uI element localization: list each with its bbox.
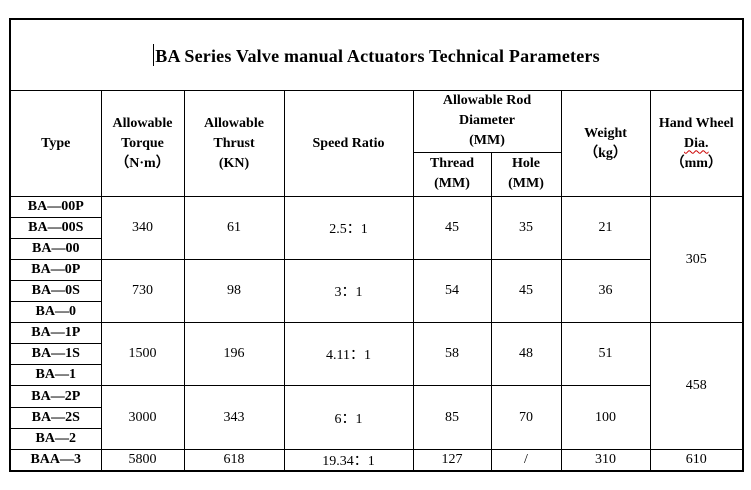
torque-cell: 340 (100, 195, 185, 261)
thrust-cell: 98 (183, 258, 285, 324)
table-row: BA—2S (9, 406, 743, 429)
type-cell: BA—0S (9, 280, 102, 303)
type-cell: BA—2P (9, 385, 102, 408)
hole-cell: 48 (490, 322, 562, 387)
header-row-upper: Type Allowable Torque （N·m） Allowable Th… (9, 90, 744, 197)
text-caret (153, 43, 155, 66)
table-row: BA—0S (9, 280, 743, 303)
hole-cell: 35 (490, 195, 562, 261)
type-cell: BA—1 (9, 364, 102, 387)
header-hole: Hole (MM) (490, 151, 562, 197)
header-row-lower: Thread (MM) Hole (MM) (10, 151, 743, 197)
title-row: BA Series Valve manual Actuators Technic… (9, 18, 744, 92)
type-cell: BA—00 (9, 237, 102, 261)
type-cell: BA—2 (9, 427, 102, 450)
torque-cell: 3000 (100, 385, 185, 450)
speed-ratio-cell: 3：1 (283, 258, 414, 324)
table-row: BA—2P 3000 343 6：1 85 70 100 (9, 385, 743, 450)
thread-cell: 127 (412, 448, 492, 472)
header-thrust: Allowable Thrust (KN) (183, 90, 285, 197)
thrust-cell: 61 (183, 195, 285, 261)
header-type: Type (9, 90, 102, 197)
torque-cell: 1500 (100, 322, 185, 387)
thrust-cell: 196 (183, 322, 285, 387)
thrust-cell: 343 (183, 385, 285, 450)
handwheel-cell: 305 (649, 195, 744, 324)
header-handwheel-line1: Hand Wheel (658, 115, 734, 131)
header-torque: Allowable Torque （N·m） (100, 90, 185, 197)
thread-cell: 58 (412, 322, 492, 387)
table-row: BA—1S (9, 343, 743, 366)
type-cell: BA—00S (9, 216, 102, 239)
parameters-table: BA Series Valve manual Actuators Technic… (9, 18, 745, 472)
header-weight: Weight （kg） (560, 90, 651, 197)
weight-cell: 21 (560, 195, 651, 261)
type-cell: BA—0 (9, 301, 102, 324)
type-cell: BA—1P (9, 322, 102, 345)
table-row: BA—0P 730 98 3：1 54 45 36 (9, 258, 743, 324)
header-speed-ratio: Speed Ratio (283, 90, 414, 197)
thread-cell: 54 (412, 258, 492, 324)
type-cell: BA—2S (9, 406, 102, 429)
handwheel-cell: 458 (649, 322, 744, 450)
hole-cell: 70 (490, 385, 562, 450)
weight-cell: 100 (560, 385, 651, 450)
page-title: BA Series Valve manual Actuators Technic… (155, 45, 600, 66)
type-cell: BA—1S (9, 343, 102, 366)
thrust-cell: 618 (183, 448, 285, 472)
speed-ratio-cell: 2.5：1 (283, 195, 414, 261)
speed-ratio-cell: 4.11：1 (283, 322, 414, 387)
header-handwheel-unit: （mm） (670, 155, 722, 171)
handwheel-cell: 610 (649, 448, 744, 472)
hole-cell: 45 (490, 258, 562, 324)
table-row: BA—1 (9, 364, 743, 387)
weight-cell: 36 (560, 258, 651, 324)
weight-cell: 51 (560, 322, 651, 387)
table-row: BA—2 (9, 427, 743, 450)
header-rod-diameter: Allowable Rod Diameter (MM) (412, 90, 562, 153)
table-row: BAA—3 5800 618 19.34：1 127 / 310 610 (9, 448, 744, 472)
table-row: BA—1P 1500 196 4.11：1 58 48 51 458 (9, 322, 744, 450)
type-cell: BA—00P (9, 195, 102, 218)
header-thread: Thread (MM) (412, 151, 492, 197)
torque-cell: 730 (100, 258, 185, 324)
type-cell: BA—0P (9, 258, 102, 282)
header-handwheel-dia: Dia. (684, 135, 709, 151)
hole-cell: / (490, 448, 562, 472)
header-handwheel: Hand Wheel Dia. （mm） (649, 90, 744, 197)
weight-cell: 310 (560, 448, 651, 472)
thread-cell: 85 (412, 385, 492, 450)
table-row: BA—00P 340 61 2.5：1 45 35 21 305 (9, 195, 744, 324)
speed-ratio-cell: 6：1 (283, 385, 414, 450)
thread-cell: 45 (412, 195, 492, 261)
type-cell: BAA—3 (9, 448, 102, 472)
torque-cell: 5800 (100, 448, 185, 472)
speed-ratio-cell: 19.34：1 (283, 448, 414, 472)
table-title-cell: BA Series Valve manual Actuators Technic… (9, 18, 744, 92)
